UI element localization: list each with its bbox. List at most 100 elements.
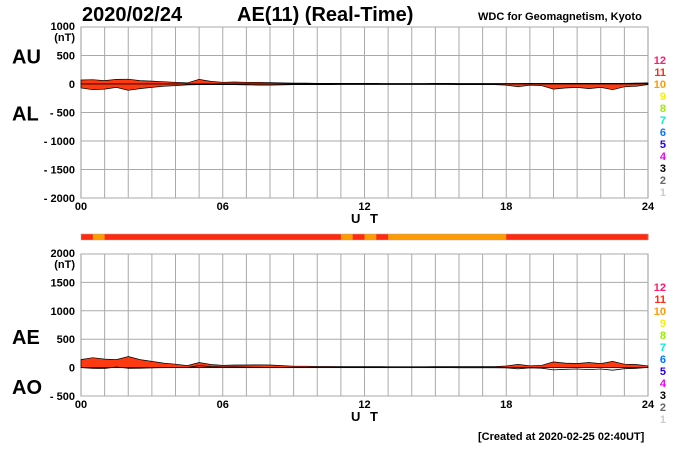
au-area <box>80 78 649 85</box>
station-count-bar-segment <box>612 234 625 240</box>
station-count-bar-segment <box>494 234 507 240</box>
station-count-legend-11: 11 <box>654 67 666 79</box>
station-count-bar-segment <box>459 234 472 240</box>
lower-series-label: AO <box>12 377 42 399</box>
station-count-bar-segment <box>140 234 153 240</box>
station-count-legend-10: 10 <box>654 306 666 318</box>
station-count-bar-segment <box>435 234 448 240</box>
station-count-bar-segment <box>624 234 637 240</box>
chart-title: AE(11) (Real-Time) <box>237 4 414 26</box>
station-count-bar-segment <box>388 234 401 240</box>
station-count-bar-segment <box>270 234 283 240</box>
station-count-legend-2: 2 <box>660 175 666 187</box>
station-count-legend-4: 4 <box>660 151 667 163</box>
y-tick-label: 1000 <box>51 21 75 33</box>
station-count-legend-8: 8 <box>660 330 666 342</box>
station-count-bar-segment <box>305 234 318 240</box>
x-tick-label: 24 <box>642 399 655 411</box>
station-count-bar-segment <box>588 234 602 240</box>
station-count-legend-5: 5 <box>660 139 666 151</box>
x-axis-label: U T <box>351 409 381 424</box>
station-count-bar-segment <box>541 234 554 240</box>
station-count-bar-segment <box>293 234 306 240</box>
y-tick-label: 1000 <box>51 306 75 318</box>
station-count-legend-1: 1 <box>660 414 666 426</box>
station-count-bar-segment <box>482 234 495 240</box>
y-tick-label: 500 <box>57 51 75 63</box>
station-count-bar-segment <box>423 234 436 240</box>
station-count-bar-segment <box>281 234 295 240</box>
station-count-legend-3: 3 <box>660 390 666 402</box>
station-count-bar-segment <box>175 234 188 240</box>
date-label: 2020/02/24 <box>82 4 183 26</box>
organization-label: WDC for Geomagnetism, Kyoto <box>478 11 642 23</box>
y-tick-label: - 2000 <box>44 193 75 205</box>
station-count-bar-segment <box>553 234 566 240</box>
station-count-bar-segment <box>506 234 519 240</box>
x-axis-label: U T <box>351 211 381 226</box>
station-count-legend-8: 8 <box>660 103 666 115</box>
station-count-bar-segment <box>116 234 129 240</box>
station-count-bar-segment <box>340 234 354 240</box>
station-count-bar-segment <box>399 234 413 240</box>
station-count-bar-segment <box>636 234 649 240</box>
upper-series-label: AE <box>12 327 40 349</box>
station-count-bar-segment <box>258 234 271 240</box>
lower-series-label: AL <box>12 104 39 126</box>
station-count-bar-segment <box>92 234 106 240</box>
al-area <box>80 83 649 91</box>
station-count-legend-12: 12 <box>654 55 666 67</box>
station-count-bar <box>80 233 649 241</box>
station-count-bar-segment <box>447 234 460 240</box>
station-count-bar-segment <box>364 234 377 240</box>
station-count-bar-segment <box>187 234 200 240</box>
station-count-legend-6: 6 <box>660 127 666 139</box>
y-tick-label: 1500 <box>51 277 75 289</box>
station-count-bar-segment <box>329 234 342 240</box>
y-tick-label: 500 <box>57 334 75 346</box>
station-count-legend-11: 11 <box>654 294 666 306</box>
y-tick-label: 0 <box>69 363 75 375</box>
x-tick-label: 06 <box>217 399 229 411</box>
station-count-bar-segment <box>104 234 117 240</box>
station-count-bar-segment <box>411 234 425 240</box>
y-tick-label: - 500 <box>50 108 75 120</box>
y-tick-label: 2000 <box>51 248 75 260</box>
y-tick-label: - 1500 <box>44 165 75 177</box>
station-count-bar-segment <box>565 234 578 240</box>
x-tick-label: 00 <box>75 201 87 213</box>
created-timestamp: [Created at 2020-02-25 02:40UT] <box>478 431 645 443</box>
station-count-legend-7: 7 <box>660 115 666 127</box>
station-count-legend-10: 10 <box>654 79 666 91</box>
station-count-bar-segment <box>352 234 365 240</box>
x-tick-label: 24 <box>642 201 655 213</box>
x-tick-label: 12 <box>358 201 370 213</box>
station-count-bar-segment <box>210 234 224 240</box>
station-count-bar-segment <box>128 234 141 240</box>
ao-line <box>80 365 649 371</box>
station-count-bar-segment <box>199 234 212 240</box>
x-tick-label: 06 <box>217 201 229 213</box>
station-count-bar-segment <box>518 234 531 240</box>
x-tick-label: 18 <box>500 201 512 213</box>
unit-label: (nT) <box>54 32 75 44</box>
station-count-legend-3: 3 <box>660 163 666 175</box>
station-count-bar-segment <box>151 234 165 240</box>
station-count-legend-12: 12 <box>654 282 666 294</box>
y-tick-label: - 500 <box>50 391 75 403</box>
upper-series-label: AU <box>12 47 41 69</box>
station-count-bar-segment <box>600 234 614 240</box>
station-count-bar-segment <box>470 234 484 240</box>
x-tick-label: 18 <box>500 399 512 411</box>
station-count-legend-1: 1 <box>660 187 666 199</box>
y-tick-label: 0 <box>69 79 75 91</box>
station-count-bar-segment <box>81 234 94 240</box>
station-count-legend-5: 5 <box>660 366 666 378</box>
station-count-legend-9: 9 <box>660 318 666 330</box>
station-count-bar-segment <box>222 234 236 240</box>
station-count-bar-segment <box>529 234 543 240</box>
x-tick-label: 00 <box>75 399 87 411</box>
station-count-bar-segment <box>317 234 330 240</box>
station-count-bar-segment <box>577 234 590 240</box>
